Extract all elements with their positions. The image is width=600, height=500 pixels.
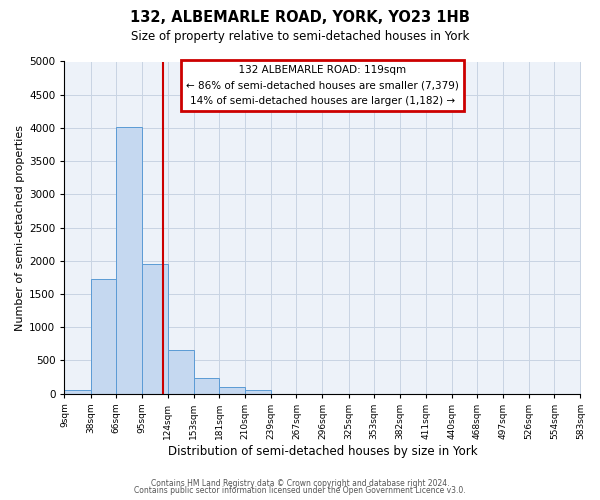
Bar — [142, 264, 168, 394]
Text: 132, ALBEMARLE ROAD, YORK, YO23 1HB: 132, ALBEMARLE ROAD, YORK, YO23 1HB — [130, 10, 470, 25]
Bar — [219, 387, 245, 394]
Bar — [116, 126, 142, 394]
Bar — [64, 390, 91, 394]
Bar — [91, 278, 116, 394]
Text: 132 ALBEMARLE ROAD: 119sqm  
← 86% of semi-detached houses are smaller (7,379)
1: 132 ALBEMARLE ROAD: 119sqm ← 86% of semi… — [186, 65, 459, 106]
Bar — [245, 390, 271, 394]
Text: Size of property relative to semi-detached houses in York: Size of property relative to semi-detach… — [131, 30, 469, 43]
Text: Contains HM Land Registry data © Crown copyright and database right 2024.: Contains HM Land Registry data © Crown c… — [151, 478, 449, 488]
Text: Contains public sector information licensed under the Open Government Licence v3: Contains public sector information licen… — [134, 486, 466, 495]
X-axis label: Distribution of semi-detached houses by size in York: Distribution of semi-detached houses by … — [167, 444, 477, 458]
Bar — [194, 378, 219, 394]
Y-axis label: Number of semi-detached properties: Number of semi-detached properties — [15, 124, 25, 330]
Bar — [168, 350, 194, 394]
